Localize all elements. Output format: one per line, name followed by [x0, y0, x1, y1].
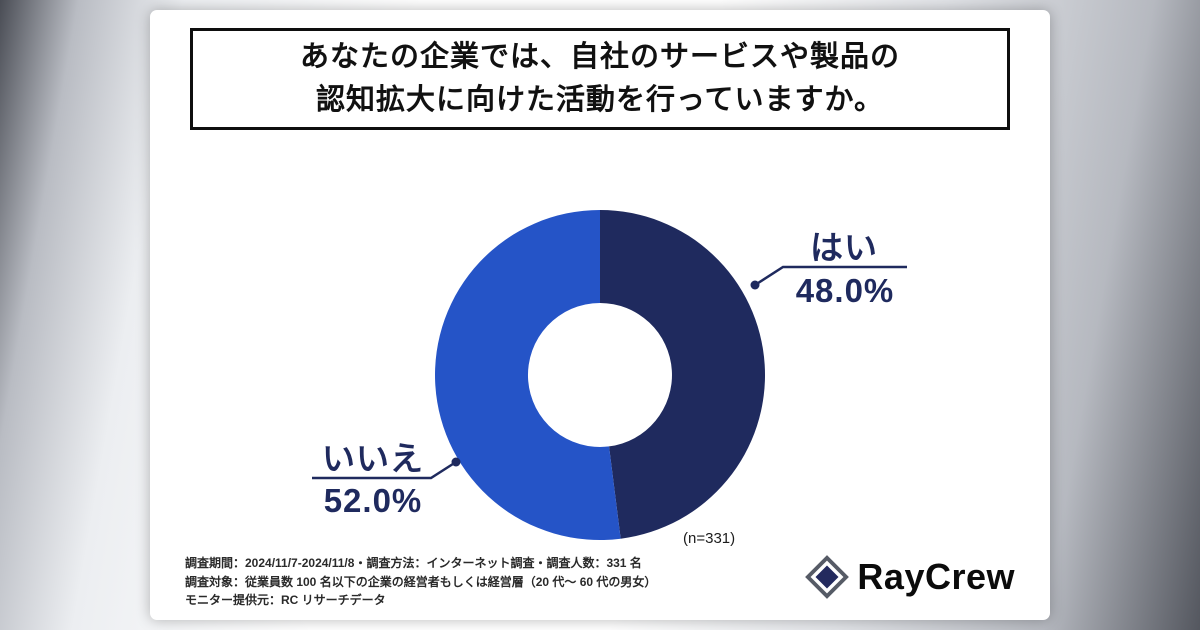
callout-label-no: いいえ	[322, 440, 424, 477]
survey-footnotes: 調査期間：2024/11/7-2024/11/8・調査方法：インターネット調査・…	[185, 554, 656, 610]
raycrew-logo: RayCrew	[804, 554, 1015, 600]
callout-label-yes: はい	[810, 229, 878, 266]
question-title-line2: 認知拡大に向けた活動を行っていますか。	[316, 84, 884, 116]
raycrew-logo-text: RayCrew	[857, 556, 1015, 597]
footnote-line1: 調査期間：2024/11/7-2024/11/8・調査方法：インターネット調査・…	[185, 556, 642, 570]
sample-size-note: (n=331)	[683, 530, 736, 547]
callout-line-no	[312, 457, 461, 480]
callout-value-yes: 48.0%	[795, 272, 895, 309]
raycrew-logo-icon	[805, 555, 850, 599]
survey-card: あなたの企業では、自社のサービスや製品の 認知拡大に向けた活動を行っていますか。…	[150, 10, 1050, 620]
donut-slice-0	[600, 210, 766, 539]
callout-line-yes	[750, 265, 907, 290]
question-title-line1: あなたの企業では、自社のサービスや製品の	[299, 40, 900, 73]
donut-chart	[312, 210, 907, 540]
callout-dot-no	[451, 457, 461, 467]
footnote-line2: 調査対象：従業員数 100 名以下の企業の経営者もしくは経営層（20 代～ 60…	[185, 574, 657, 589]
donut-slice-1	[435, 210, 621, 540]
donut-slices	[435, 210, 766, 540]
footnote-line3: モニター提供元：RC リサーチデータ	[185, 593, 386, 608]
callout-dot-yes	[750, 280, 760, 290]
question-title-box: あなたの企業では、自社のサービスや製品の 認知拡大に向けた活動を行っていますか。	[190, 28, 1010, 130]
callout-value-no: 52.0%	[323, 482, 423, 519]
